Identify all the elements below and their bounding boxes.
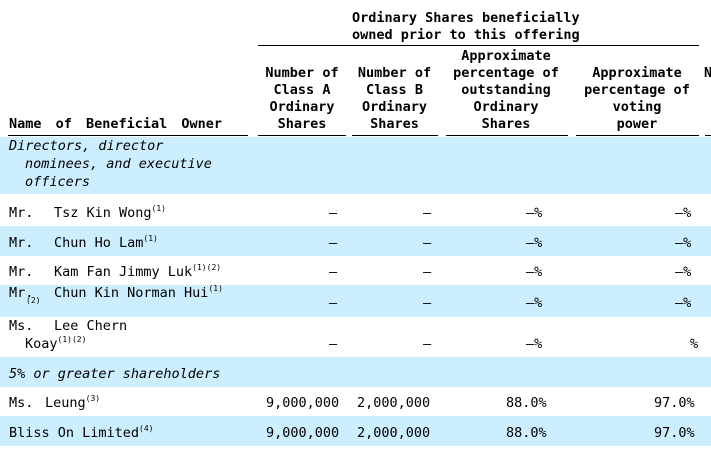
row-class-b: — (423, 264, 432, 280)
section-directors-line1: Directors, director (9, 138, 164, 154)
header-pct-voting: Approximate percentage of voting power (584, 65, 690, 132)
row-class-a: 9,000,000 (266, 395, 340, 411)
row-class-b: 2,000,000 (357, 425, 431, 441)
header-class-b: Number of Class B Ordinary Shares (357, 65, 432, 132)
row-name: Bliss On Limited(4) (9, 424, 154, 441)
row-class-b: — (423, 336, 432, 352)
row-name: Chun Kin Norman Hui(1) (54, 284, 223, 301)
group-title-line2: owned prior to this offering (352, 27, 580, 43)
row-title: Mr. (9, 235, 34, 251)
row-name-line2: Koay(1)(2) (25, 335, 87, 352)
row-name: Lee Chern (54, 318, 128, 334)
group-title-line1: Ordinary Shares beneficially (352, 10, 580, 26)
row-title: Mr. (9, 285, 34, 301)
row-class-a: — (329, 336, 338, 352)
header-name-of-beneficial-owner: Name of Beneficial Owner (9, 116, 223, 132)
row-class-a: — (329, 295, 338, 311)
row-title: Mr. (9, 264, 34, 280)
header-pct-outstanding: Approximate percentage of outstanding Ordin… (453, 48, 559, 132)
row-band (0, 285, 711, 317)
row-name: Tsz Kin Wong(1) (54, 204, 166, 221)
row-pct-voting: —% (675, 264, 692, 280)
row-band (0, 226, 711, 256)
header-rule-name (8, 135, 248, 136)
row-pct-voting: —% (675, 205, 692, 221)
header-rule-clipped (705, 135, 711, 136)
section-band-shareholders (0, 357, 711, 387)
row-class-b: 2,000,000 (357, 395, 431, 411)
row-class-b: — (423, 295, 432, 311)
row-name: Leung(3) (45, 394, 101, 411)
row-footnote-below: (2) (26, 296, 41, 305)
header-rule-pct-outstanding (446, 135, 568, 136)
group-title-rule (258, 45, 699, 46)
row-title: Ms. (9, 395, 34, 411)
row-pct-voting: 97.0% (654, 425, 695, 441)
header-rule-class-b (352, 135, 438, 136)
header-rule-class-a (258, 135, 346, 136)
section-shareholders: 5% or greater shareholders (9, 366, 221, 382)
row-name: Kam Fan Jimmy Luk(1)(2) (54, 263, 222, 280)
row-pct-voting: —% (675, 235, 692, 251)
row-pct-outstanding: —% (526, 336, 543, 352)
row-class-a: — (329, 205, 338, 221)
row-class-b: — (423, 205, 432, 221)
row-pct-voting: % (690, 336, 699, 352)
row-pct-outstanding: 88.0% (506, 425, 547, 441)
row-class-a: — (329, 264, 338, 280)
row-pct-voting: 97.0% (654, 395, 695, 411)
row-pct-outstanding: —% (526, 205, 543, 221)
header-class-a: Number of Class A Ordinary Shares (265, 65, 339, 132)
row-pct-outstanding: —% (526, 295, 543, 311)
row-pct-outstanding: —% (526, 264, 543, 280)
header-clipped-column: N (704, 65, 711, 81)
row-band (0, 416, 711, 446)
section-band-directors (0, 137, 711, 194)
section-directors-line3: officers (25, 174, 91, 190)
row-pct-outstanding: —% (526, 235, 543, 251)
row-pct-voting: —% (675, 295, 692, 311)
row-title: Ms. (9, 318, 34, 334)
header-rule-pct-voting (576, 135, 699, 136)
row-pct-outstanding: 88.0% (506, 395, 547, 411)
row-class-a: — (329, 235, 338, 251)
section-directors-line2: nominees, and executive (25, 156, 212, 172)
row-title: Mr. (9, 205, 34, 221)
row-class-b: — (423, 235, 432, 251)
row-name: Chun Ho Lam(1) (54, 234, 158, 251)
row-class-a: 9,000,000 (266, 425, 340, 441)
